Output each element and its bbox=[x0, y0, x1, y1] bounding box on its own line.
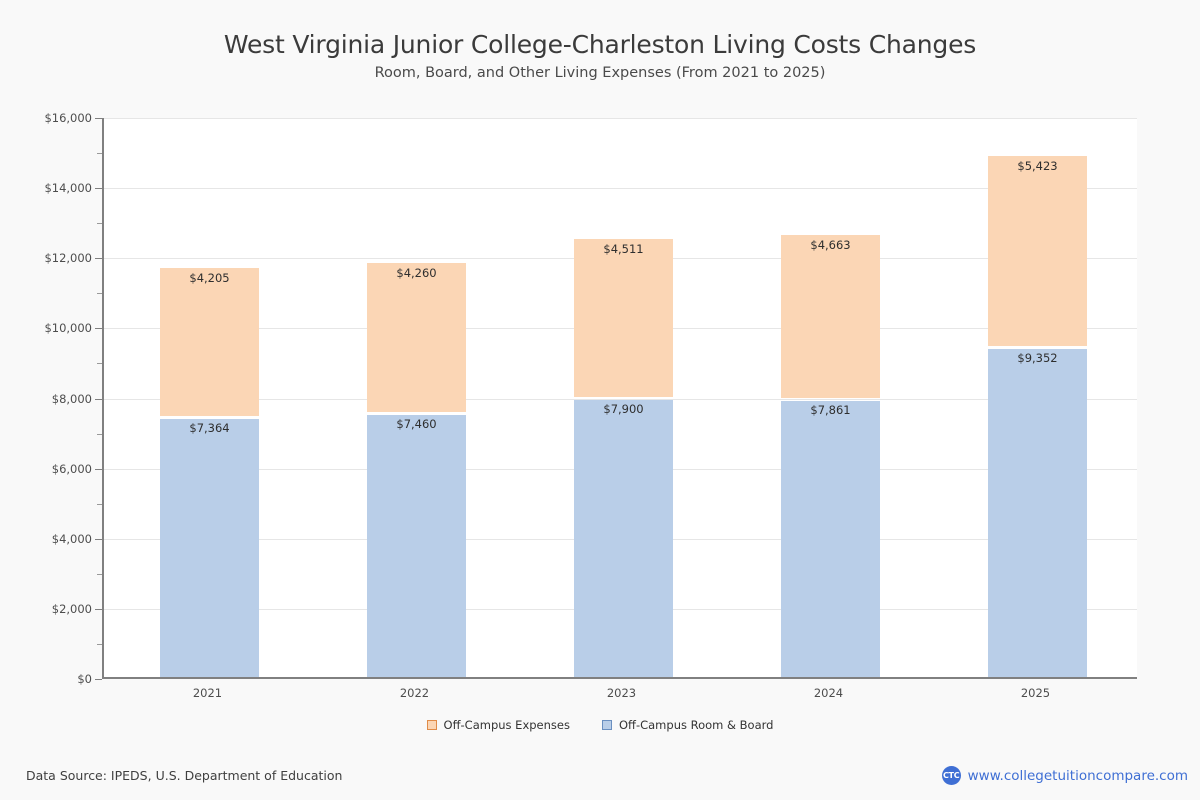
y-axis-tick bbox=[95, 679, 102, 680]
y-axis-tick-label: $6,000 bbox=[51, 461, 92, 476]
x-axis-tick-label: 2022 bbox=[399, 686, 430, 700]
y-axis-tick-label: $14,000 bbox=[44, 181, 92, 196]
bar-value-label-expenses: $4,260 bbox=[396, 266, 437, 281]
y-axis-minor-tick bbox=[97, 153, 102, 155]
bar-segment-room-and-board[interactable] bbox=[574, 400, 673, 677]
bar-stack[interactable]: $7,460 $4,260 bbox=[367, 263, 466, 677]
bar-value-label-room-and-board: $7,900 bbox=[603, 402, 644, 417]
bar-segment-room-and-board[interactable] bbox=[367, 415, 466, 677]
legend-swatch-icon bbox=[426, 720, 437, 730]
y-axis-minor-tick bbox=[97, 503, 102, 505]
y-axis-minor-tick bbox=[97, 433, 102, 435]
bar-segment-expenses[interactable] bbox=[160, 268, 259, 416]
y-axis-tick bbox=[95, 118, 102, 119]
bar-value-label-expenses: $4,663 bbox=[810, 237, 851, 252]
bar-stack[interactable]: $7,364 $4,205 bbox=[160, 268, 259, 677]
legend-item[interactable]: Off-Campus Room & Board bbox=[601, 718, 774, 732]
bar-stack[interactable]: $9,352 $5,423 bbox=[988, 155, 1087, 677]
bar-segment-room-and-board[interactable] bbox=[988, 349, 1087, 677]
bar-value-label-room-and-board: $7,460 bbox=[396, 417, 437, 432]
chart-subtitle: Room, Board, and Other Living Expenses (… bbox=[374, 65, 826, 81]
y-axis-tick bbox=[95, 188, 102, 190]
y-axis-tick bbox=[95, 538, 102, 540]
data-source-label: Data Source: IPEDS, U.S. Department of E… bbox=[26, 768, 343, 783]
y-axis-tick bbox=[95, 468, 102, 470]
bar-segment-room-and-board[interactable] bbox=[160, 418, 259, 677]
bar-segment-expenses[interactable] bbox=[781, 234, 880, 399]
x-axis-tick-label: 2024 bbox=[813, 686, 844, 700]
y-axis-minor-tick bbox=[97, 643, 102, 645]
gridline bbox=[104, 398, 1137, 400]
plot-area: $7,364 $4,205 $7,460 $4,260 $7,900 $4,511 $7,8… bbox=[102, 118, 1137, 679]
y-axis-tick bbox=[95, 258, 102, 260]
x-axis-tick-label: 2025 bbox=[1020, 686, 1051, 700]
x-axis-tick-label: 2021 bbox=[192, 686, 223, 700]
bar-stack[interactable]: $7,900 $4,511 bbox=[574, 238, 673, 677]
legend-item[interactable]: Off-Campus Expenses bbox=[426, 718, 570, 732]
chart-footer: Data Source: IPEDS, U.S. Department of E… bbox=[0, 755, 1200, 800]
y-axis-minor-tick bbox=[97, 573, 102, 575]
y-axis-tick bbox=[95, 608, 102, 610]
y-axis-minor-tick bbox=[97, 363, 102, 365]
x-axis-tick-label: 2023 bbox=[606, 686, 637, 700]
legend-label: Off-Campus Expenses bbox=[443, 718, 570, 732]
chart-title: West Virginia Junior College-Charleston … bbox=[223, 30, 977, 59]
bar-value-label-room-and-board: $7,861 bbox=[810, 403, 851, 418]
brand-link[interactable]: CTC www.collegetuitioncompare.com bbox=[941, 766, 1188, 785]
brand-url-label: www.collegetuitioncompare.com bbox=[967, 767, 1188, 784]
bar-segment-expenses[interactable] bbox=[367, 263, 466, 413]
bar-stack[interactable]: $7,861 $4,663 bbox=[781, 234, 880, 677]
bar-value-label-expenses: $4,205 bbox=[189, 271, 230, 286]
bar-segment-expenses[interactable] bbox=[988, 155, 1087, 347]
y-axis-tick bbox=[95, 328, 102, 330]
bar-value-label-expenses: $5,423 bbox=[1017, 158, 1058, 173]
y-axis-tick-label: $2,000 bbox=[51, 601, 92, 616]
gridline bbox=[104, 188, 1137, 190]
gridline bbox=[104, 118, 1137, 119]
bar-value-label-room-and-board: $7,364 bbox=[189, 420, 230, 435]
y-axis-minor-tick bbox=[97, 293, 102, 295]
legend-swatch-icon bbox=[601, 720, 612, 730]
bar-segment-expenses[interactable] bbox=[574, 238, 673, 398]
legend-label: Off-Campus Room & Board bbox=[618, 718, 774, 732]
ctc-logo-icon: CTC bbox=[941, 766, 961, 785]
bar-segment-room-and-board[interactable] bbox=[781, 401, 880, 677]
y-axis-tick-label: $0 bbox=[77, 672, 92, 686]
bar-value-label-expenses: $4,511 bbox=[603, 241, 644, 256]
y-axis-tick-label: $16,000 bbox=[44, 111, 92, 125]
chart-legend: Off-Campus Expenses Off-Campus Room & Boa… bbox=[0, 718, 1200, 732]
y-axis-tick-label: $10,000 bbox=[44, 321, 92, 336]
y-axis-minor-tick bbox=[97, 223, 102, 225]
y-axis-tick-label: $8,000 bbox=[51, 391, 92, 406]
y-axis-tick bbox=[95, 398, 102, 400]
y-axis-tick-label: $4,000 bbox=[51, 531, 92, 546]
bar-value-label-room-and-board: $9,352 bbox=[1017, 351, 1058, 366]
y-axis-tick-label: $12,000 bbox=[44, 251, 92, 266]
